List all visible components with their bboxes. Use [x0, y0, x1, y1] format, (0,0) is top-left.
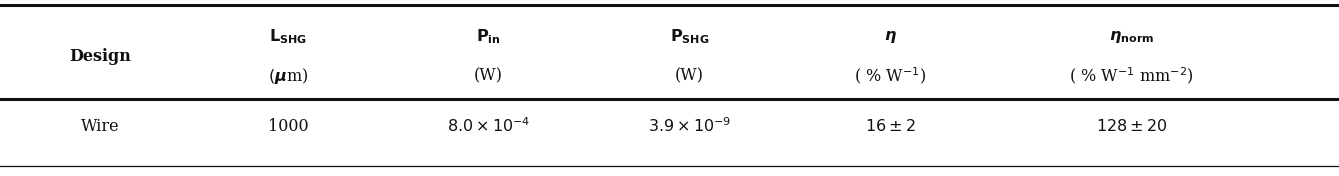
- Text: 1000: 1000: [268, 118, 308, 135]
- Text: $128 \pm 20$: $128 \pm 20$: [1095, 118, 1168, 135]
- Text: Wire: Wire: [82, 118, 119, 135]
- Text: $16 \pm 2$: $16 \pm 2$: [865, 118, 916, 135]
- Text: (W): (W): [474, 67, 503, 84]
- Text: ( % W$^{-1}$ mm$^{-2}$): ( % W$^{-1}$ mm$^{-2}$): [1069, 65, 1194, 86]
- Text: $\mathbf{L_{SHG}}$: $\mathbf{L_{SHG}}$: [269, 28, 307, 46]
- Text: $8.0 \times 10^{-4}$: $8.0 \times 10^{-4}$: [447, 117, 530, 136]
- Text: $\mathbf{P_{in}}$: $\mathbf{P_{in}}$: [477, 28, 501, 46]
- Text: Design: Design: [70, 48, 131, 65]
- Text: $\boldsymbol{\eta}_{\mathbf{norm}}$: $\boldsymbol{\eta}_{\mathbf{norm}}$: [1109, 29, 1154, 45]
- Text: $\mathbf{P_{SHG}}$: $\mathbf{P_{SHG}}$: [670, 28, 710, 46]
- Text: $(\boldsymbol{\mu}$m): $(\boldsymbol{\mu}$m): [268, 66, 308, 86]
- Text: (W): (W): [675, 67, 704, 84]
- Text: ( % W$^{-1}$): ( % W$^{-1}$): [854, 65, 927, 86]
- Text: $\boldsymbol{\eta}$: $\boldsymbol{\eta}$: [884, 29, 897, 45]
- Text: $3.9 \times 10^{-9}$: $3.9 \times 10^{-9}$: [648, 117, 731, 136]
